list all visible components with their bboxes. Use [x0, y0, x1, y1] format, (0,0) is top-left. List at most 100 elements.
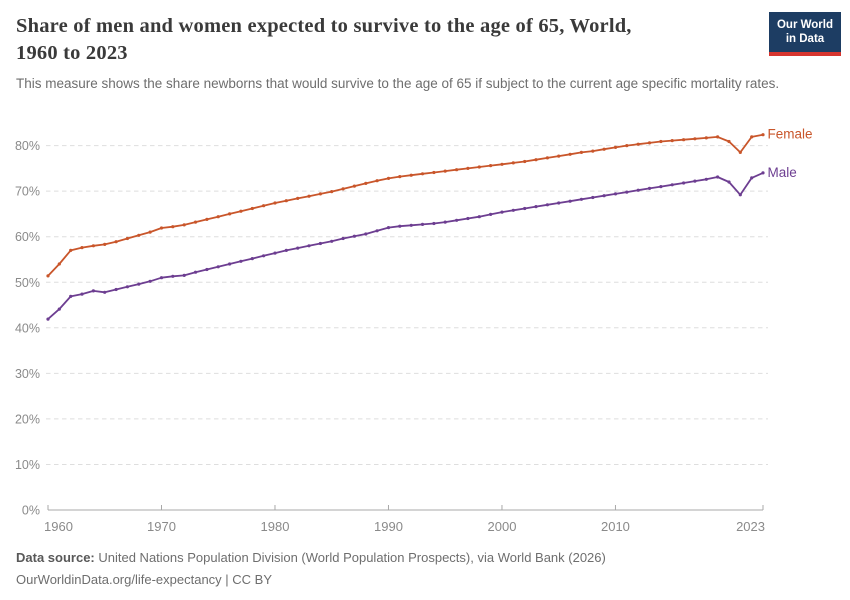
data-point: [659, 185, 663, 189]
data-point: [591, 149, 595, 153]
data-point: [443, 169, 447, 173]
data-point: [171, 274, 175, 278]
data-point: [511, 208, 515, 212]
data-point: [80, 292, 84, 296]
data-source-text: United Nations Population Division (Worl…: [94, 550, 606, 565]
data-point: [466, 216, 470, 221]
y-tick-label: 0%: [22, 504, 40, 518]
data-point: [125, 285, 129, 289]
data-point: [704, 177, 708, 181]
y-tick-label: 80%: [15, 139, 40, 153]
data-point: [307, 244, 311, 248]
data-point: [228, 262, 232, 266]
data-point: [239, 209, 243, 213]
data-point: [296, 246, 300, 250]
data-point: [114, 287, 118, 292]
data-point: [613, 192, 618, 196]
data-point: [205, 267, 209, 272]
data-point: [103, 242, 107, 246]
x-tick-label: 1990: [374, 519, 403, 534]
y-tick-label: 70%: [15, 185, 40, 199]
data-point: [364, 232, 368, 236]
data-point: [239, 259, 243, 263]
data-point: [432, 221, 436, 226]
data-point: [602, 147, 606, 151]
data-point: [330, 190, 334, 194]
data-point: [557, 154, 561, 158]
data-point: [738, 193, 742, 197]
data-point: [216, 265, 220, 269]
data-point: [545, 156, 550, 160]
data-point: [46, 274, 50, 278]
data-point: [500, 162, 504, 166]
data-point: [182, 223, 186, 227]
data-point: [647, 186, 652, 190]
data-point: [228, 212, 232, 216]
data-point: [443, 220, 447, 224]
data-point: [511, 161, 515, 165]
data-point: [250, 257, 254, 261]
data-point: [670, 139, 674, 143]
data-point: [670, 183, 674, 187]
data-point: [296, 196, 300, 200]
x-tick-label: 1960: [44, 519, 73, 534]
chart-subtitle: This measure shows the share newborns th…: [16, 76, 780, 91]
data-point: [636, 188, 640, 192]
data-point: [386, 226, 391, 230]
data-point: [318, 192, 322, 196]
data-point: [568, 152, 572, 156]
data-point: [57, 307, 61, 311]
y-tick-label: 30%: [15, 367, 40, 381]
x-tick-label: 1980: [261, 519, 290, 534]
data-point: [500, 210, 504, 214]
data-point: [398, 224, 402, 228]
y-tick-label: 40%: [15, 321, 40, 335]
owid-logo[interactable]: Our World in Data: [769, 12, 841, 56]
data-point: [114, 240, 118, 244]
data-point: [727, 180, 731, 184]
data-point: [420, 172, 425, 176]
data-point: [137, 282, 141, 286]
data-point: [273, 201, 277, 205]
data-point: [761, 171, 765, 175]
data-point: [613, 145, 618, 149]
series-line-male: [47, 172, 764, 320]
data-point: [693, 179, 697, 183]
data-point: [159, 276, 164, 280]
data-point: [307, 194, 311, 198]
data-point: [69, 248, 73, 252]
data-point: [284, 199, 288, 203]
data-point: [716, 135, 720, 139]
data-point: [409, 223, 413, 227]
data-point: [636, 142, 640, 146]
data-point: [738, 150, 742, 154]
data-point: [659, 139, 663, 144]
series-label-male[interactable]: Male: [768, 165, 797, 180]
series-label-female[interactable]: Female: [768, 127, 813, 142]
x-tick-label: 2023: [736, 519, 765, 534]
data-point: [466, 166, 470, 170]
line-chart[interactable]: 0% 10% 20% 30% 40% 50% 60% 70% 80% 1960 1970 1980 19…: [0, 118, 850, 554]
x-tick-label: 1970: [147, 519, 176, 534]
data-point: [647, 141, 652, 145]
data-point: [148, 230, 152, 234]
data-point: [602, 194, 606, 198]
data-point: [579, 197, 584, 201]
data-point: [284, 248, 288, 252]
data-point: [557, 201, 561, 205]
data-point: [682, 181, 686, 185]
data-point: [46, 317, 50, 321]
data-point: [330, 239, 334, 243]
x-tick-label: 2000: [488, 519, 517, 534]
data-point: [250, 206, 254, 211]
y-tick-label: 10%: [15, 458, 40, 472]
data-point: [375, 229, 379, 233]
data-point: [273, 251, 277, 255]
data-point: [420, 222, 425, 226]
data-point: [534, 205, 538, 209]
data-point: [193, 220, 198, 224]
y-tick-label: 60%: [15, 230, 40, 244]
chart-area[interactable]: 0% 10% 20% 30% 40% 50% 60% 70% 80% 1960 1970 1980 19…: [0, 118, 850, 554]
data-point: [341, 236, 345, 241]
data-point: [216, 215, 220, 219]
